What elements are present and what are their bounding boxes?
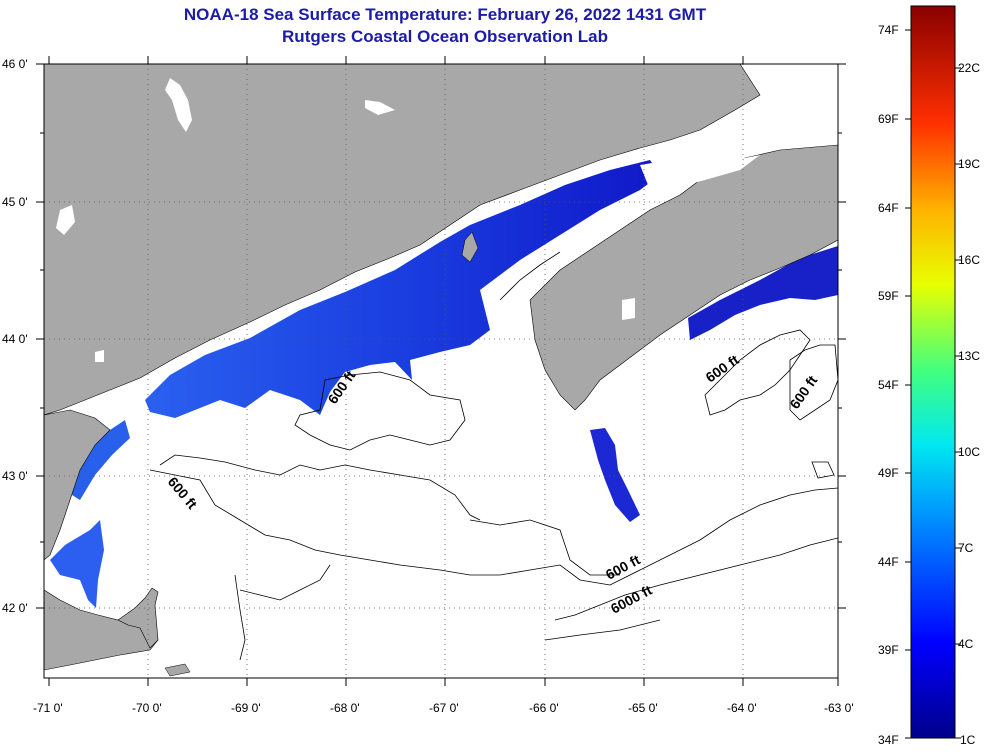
cbar-f-69: 69F	[878, 112, 899, 126]
map-subtitle: Rutgers Coastal Ocean Observation Lab	[282, 27, 608, 46]
lon-label-67: -67 0'	[429, 701, 459, 715]
cbar-f-39: 39F	[878, 643, 899, 657]
lat-label-44: 44 0'	[2, 332, 28, 346]
sst-band-nova-scotia	[688, 246, 838, 340]
colorbar-ticks	[905, 29, 961, 739]
lake-small-2	[95, 350, 104, 362]
lon-label-63: -63 0'	[824, 701, 854, 715]
lat-label-42: 42 0'	[2, 601, 28, 615]
lon-label-69: -69 0'	[231, 701, 261, 715]
sst-patch-cape-ann	[72, 420, 130, 500]
lat-label-43: 43 0'	[2, 469, 28, 483]
lon-label-66: -66 0'	[529, 701, 559, 715]
sst-patch-cape-sable	[590, 428, 640, 522]
lake-small-4	[622, 298, 635, 320]
cbar-c-7: 7C	[958, 541, 974, 555]
map-title: NOAA-18 Sea Surface Temperature: Februar…	[183, 5, 707, 24]
cbar-c-22: 22C	[958, 61, 980, 75]
land-nova-scotia	[529, 144, 838, 411]
lon-label-65: -65 0'	[628, 701, 658, 715]
sst-band-maine	[145, 160, 660, 418]
depth-contours	[149, 251, 838, 661]
bay-minas	[640, 155, 760, 190]
axis-ticks	[36, 56, 846, 686]
lake-small-3	[365, 100, 395, 115]
lat-label-45: 45 0'	[2, 195, 28, 209]
colorbar	[910, 5, 956, 739]
cbar-c-4: 4C	[958, 637, 974, 651]
cbar-f-54: 54F	[878, 378, 899, 392]
lake-small-1	[56, 205, 75, 235]
land-maine-newbrunswick	[44, 64, 761, 416]
map-frame	[43, 63, 839, 679]
cbar-f-34: 34F	[878, 733, 899, 747]
lat-label-46: 46 0'	[2, 57, 28, 71]
cbar-f-59: 59F	[878, 289, 899, 303]
land-massachusetts	[44, 409, 111, 561]
cbar-c-10: 10C	[958, 445, 980, 459]
cbar-f-64: 64F	[878, 201, 899, 215]
sst-patch-mass-bay	[50, 520, 104, 608]
lon-label-70: -70 0'	[132, 701, 162, 715]
cbar-c-16: 16C	[958, 253, 980, 267]
land-island-grandmanan	[461, 231, 479, 263]
cbar-f-44: 44F	[878, 555, 899, 569]
land-island-nantucket	[164, 663, 191, 677]
cbar-c-19: 19C	[958, 157, 980, 171]
cbar-c-1: 1C	[960, 733, 976, 747]
cbar-f-49: 49F	[878, 466, 899, 480]
lake-moosehead	[165, 78, 192, 132]
lon-label-64: -64 0'	[727, 701, 757, 715]
lon-label-71: -71 0'	[33, 701, 63, 715]
cbar-f-74: 74F	[878, 23, 899, 37]
land-cape-cod	[117, 587, 159, 649]
lon-label-68: -68 0'	[330, 701, 360, 715]
cbar-c-13: 13C	[958, 349, 980, 363]
